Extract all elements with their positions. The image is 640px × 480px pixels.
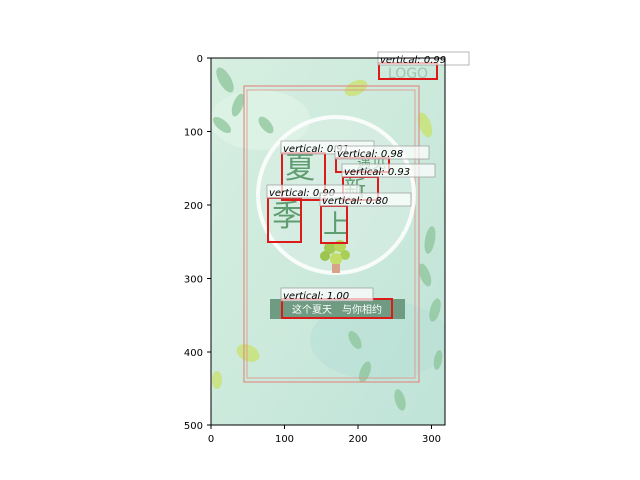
y-tick-label: 0 [197, 54, 203, 65]
poster-image: LOGO 夏 季 上 新 遇 见 这个夏天 与你相约 [211, 58, 445, 425]
detection-label: vertical: 0.93 [344, 167, 410, 178]
y-axis [207, 57, 211, 426]
detection-label: vertical: 1.00 [283, 291, 349, 302]
poster-frame-outer [243, 85, 420, 383]
axes-frame [210, 57, 446, 426]
detection-label: vertical: 0.80 [322, 196, 388, 207]
x-axis [210, 425, 432, 429]
plant-illustration [320, 240, 350, 273]
poster-frame-inner [246, 89, 416, 379]
detection-labels: vertical: 0.99 vertical: 0.91 vertical: … [266, 51, 470, 302]
title-char-xia: 夏 [285, 151, 315, 186]
slogan-text: 这个夏天 与你相约 [292, 303, 382, 316]
slogan-bar [270, 299, 405, 319]
title-char-shang: 上 [323, 210, 349, 240]
detection-label: vertical: 0.91 [283, 144, 349, 155]
title-char-ji: 季 [272, 199, 302, 234]
y-tick-label: 400 [184, 348, 203, 359]
y-tick-label: 500 [184, 421, 203, 432]
detection-label: vertical: 0.90 [269, 188, 335, 199]
detection-label: vertical: 0.99 [380, 55, 446, 66]
x-tick-label: 200 [348, 434, 367, 445]
x-tick-label: 100 [275, 434, 294, 445]
x-tick-label: 0 [208, 434, 214, 445]
x-tick-label: 300 [422, 434, 441, 445]
y-tick-label: 300 [184, 275, 203, 286]
leaf-decoration [212, 67, 443, 411]
y-tick-label: 100 [184, 128, 203, 139]
detection-label: vertical: 0.98 [337, 149, 403, 160]
y-tick-label: 200 [184, 201, 203, 212]
